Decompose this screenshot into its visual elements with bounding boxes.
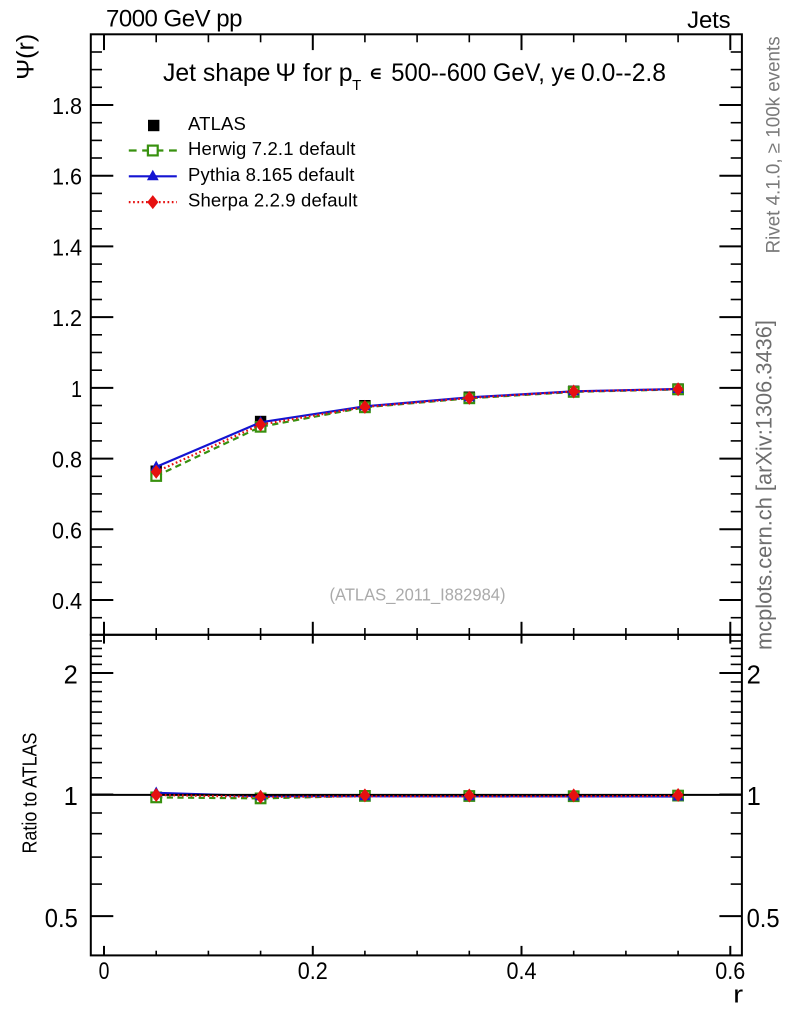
svg-text:2: 2 <box>64 662 78 690</box>
svg-text:0.4: 0.4 <box>507 958 537 985</box>
svg-text:0.8: 0.8 <box>52 447 82 473</box>
svg-text:r: r <box>733 982 743 1009</box>
svg-text:0.6: 0.6 <box>52 517 82 543</box>
svg-text:Ψ(r): Ψ(r) <box>13 34 40 80</box>
svg-text:1: 1 <box>64 783 78 811</box>
svg-text:1.4: 1.4 <box>52 234 82 260</box>
svg-text:1.2: 1.2 <box>52 305 82 331</box>
svg-text:7000 GeV pp: 7000 GeV pp <box>106 6 242 33</box>
svg-text:0.0--2.8: 0.0--2.8 <box>581 59 666 87</box>
svg-text:500--600 GeV, y: 500--600 GeV, y <box>391 59 563 87</box>
svg-text:(ATLAS_2011_I882984): (ATLAS_2011_I882984) <box>330 585 506 606</box>
svg-text:0.6: 0.6 <box>715 958 745 985</box>
svg-text:1: 1 <box>747 783 761 811</box>
svg-text:Sherpa 2.2.9 default: Sherpa 2.2.9 default <box>188 190 358 211</box>
svg-text:Rivet 4.1.0, ≥ 100k events: Rivet 4.1.0, ≥ 100k events <box>764 36 785 253</box>
svg-text:Pythia 8.165 default: Pythia 8.165 default <box>188 164 355 185</box>
svg-text:Jet shape Ψ for p: Jet shape Ψ for p <box>163 59 353 87</box>
svg-text:Herwig 7.2.1 default: Herwig 7.2.1 default <box>188 138 356 159</box>
svg-text:0.5: 0.5 <box>747 905 780 933</box>
svg-text:0.4: 0.4 <box>52 588 82 614</box>
svg-text:0.5: 0.5 <box>45 905 78 933</box>
svg-text:2: 2 <box>747 662 761 690</box>
svg-text:ATLAS: ATLAS <box>188 113 246 134</box>
svg-text:1.6: 1.6 <box>52 164 82 190</box>
svg-text:1: 1 <box>71 376 82 402</box>
svg-text:0.2: 0.2 <box>298 958 328 985</box>
svg-text:T: T <box>352 77 361 94</box>
svg-text:mcplots.cern.ch [arXiv:1306.34: mcplots.cern.ch [arXiv:1306.3436] <box>752 320 777 650</box>
svg-text:1.8: 1.8 <box>52 93 82 119</box>
svg-text:Jets: Jets <box>687 7 730 34</box>
svg-text:0: 0 <box>99 958 110 985</box>
svg-text:Ratio to ATLAS: Ratio to ATLAS <box>19 733 41 854</box>
